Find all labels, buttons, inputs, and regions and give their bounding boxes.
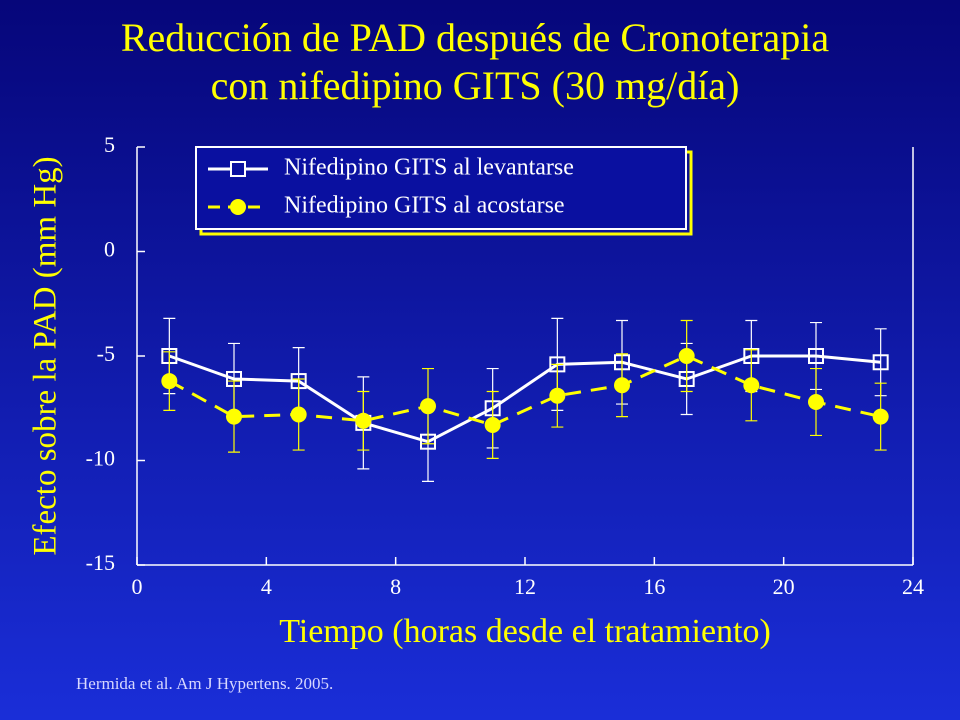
marker <box>161 373 178 390</box>
marker <box>290 406 307 423</box>
series-line <box>168 354 881 444</box>
marker <box>549 387 566 404</box>
y-tick-label: 0 <box>104 237 115 262</box>
legend-label: Nifedipino GITS al levantarse <box>284 155 574 181</box>
x-tick-label: 24 <box>902 574 924 599</box>
chart-title: con nifedipino GITS (30 mg/día) <box>211 63 740 108</box>
marker <box>420 398 436 415</box>
series-line <box>168 354 881 427</box>
y-tick-label: -15 <box>86 550 115 575</box>
y-tick-label: 5 <box>104 132 115 157</box>
legend-label: Nifedipino GITS al acostarse <box>284 193 565 219</box>
x-tick-label: 0 <box>132 574 143 599</box>
marker <box>872 354 889 371</box>
marker <box>808 348 824 364</box>
legend-marker <box>230 161 246 177</box>
chart-title: Reducción de PAD después de Cronoterapia <box>121 15 830 60</box>
y-tick-label: -5 <box>97 341 115 366</box>
y-axis-label: Efecto sobre la PAD (mm Hg) <box>28 156 64 555</box>
series <box>161 319 889 460</box>
marker <box>484 416 501 433</box>
marker <box>614 377 630 394</box>
legend-marker <box>230 199 246 215</box>
marker <box>678 348 695 364</box>
marker <box>226 408 242 425</box>
x-tick-label: 12 <box>514 574 536 599</box>
x-tick-label: 4 <box>261 574 272 599</box>
x-tick-label: 20 <box>773 574 795 599</box>
marker <box>808 393 824 410</box>
marker <box>355 412 372 429</box>
x-tick-label: 16 <box>643 574 665 599</box>
y-tick-label: -10 <box>86 446 115 471</box>
marker <box>743 377 760 394</box>
marker <box>872 408 889 425</box>
x-axis-label: Tiempo (horas desde el tratamiento) <box>279 613 771 650</box>
legend <box>195 146 687 230</box>
x-tick-label: 8 <box>390 574 401 599</box>
source: Hermida et al. Am J Hypertens. 2005. <box>76 674 333 693</box>
